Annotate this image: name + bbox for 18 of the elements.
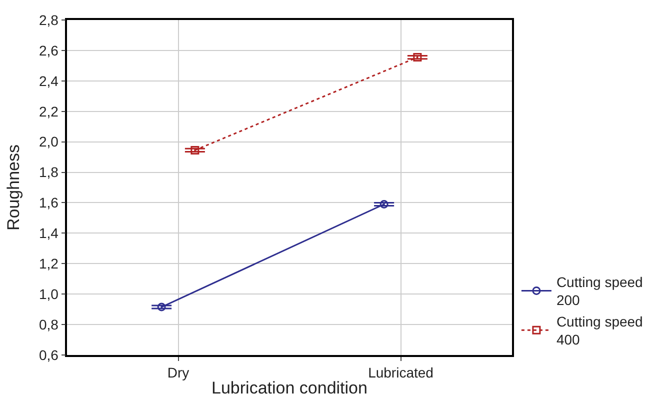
- y-tick-label: 1,0: [38, 286, 59, 302]
- x-tick-label: Lubricated: [368, 364, 434, 381]
- y-tick-label: 2,8: [38, 12, 59, 28]
- legend-label: Cutting speed 200: [556, 274, 643, 308]
- legend-label: Cutting speed 400: [556, 313, 643, 348]
- y-tick-label: 1,4: [38, 225, 59, 242]
- y-axis-title: Roughness: [4, 144, 24, 231]
- y-tick-label: 0,6: [38, 346, 59, 363]
- y-tick-label: 1,6: [38, 194, 59, 211]
- y-tick-label: 2,2: [38, 103, 59, 120]
- x-tick-label: Dry: [167, 364, 190, 381]
- y-tick-label: 1,8: [38, 164, 59, 180]
- x-axis-title: Lubrication condition: [212, 378, 368, 398]
- y-tick-label: 0,8: [38, 316, 59, 332]
- y-tick-label: 1,2: [38, 256, 59, 272]
- y-tick-label: 2,4: [38, 72, 59, 89]
- y-tick-label: 2,6: [38, 42, 59, 58]
- y-tick-label: 2,0: [38, 134, 59, 150]
